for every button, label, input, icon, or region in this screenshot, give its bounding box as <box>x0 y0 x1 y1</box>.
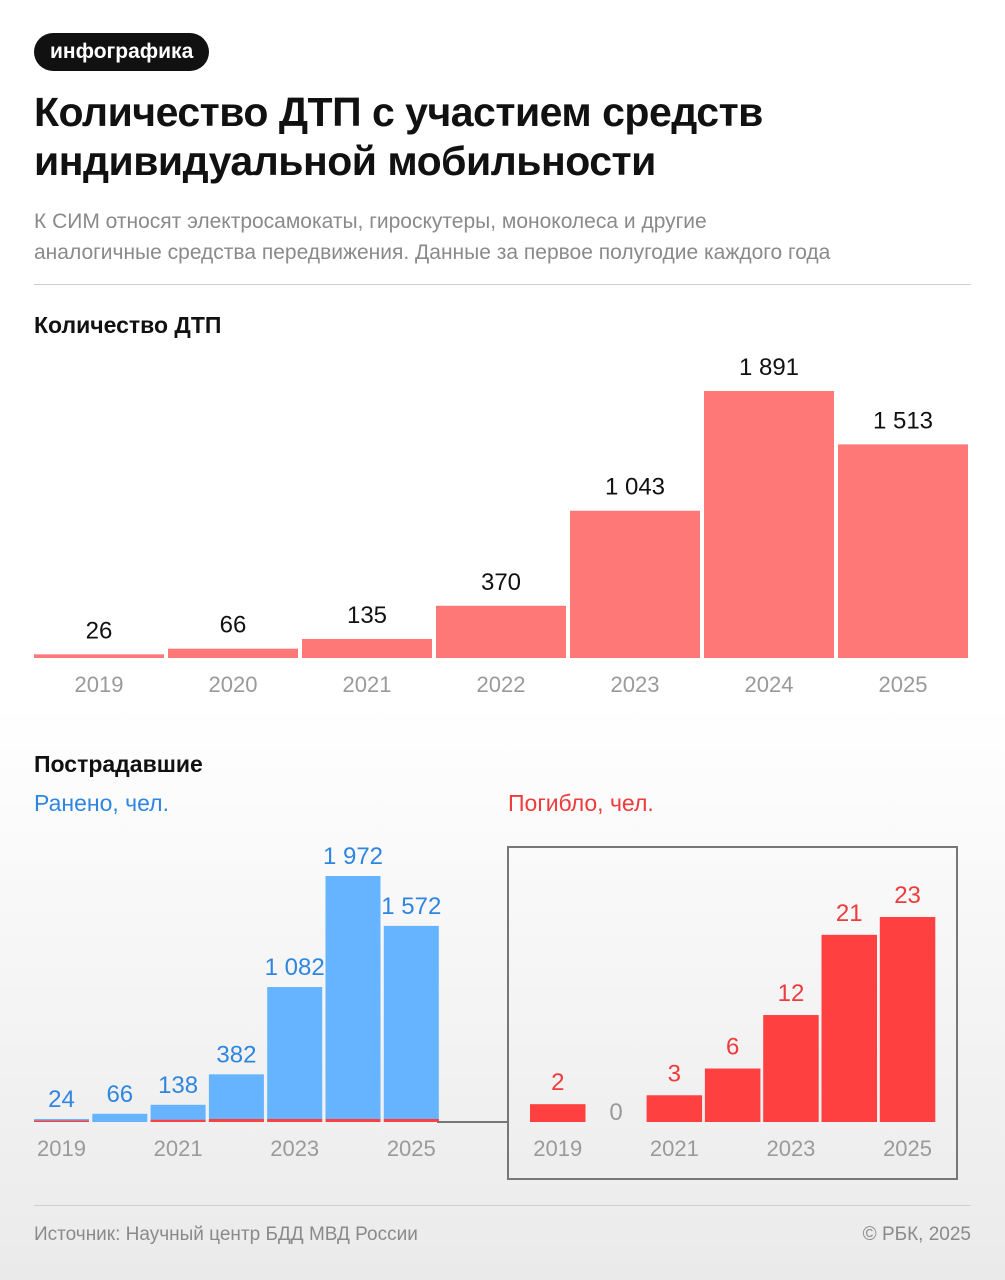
killed-tick-label-2021: 2021 <box>650 1136 699 1161</box>
accidents-value-label-2021: 135 <box>347 602 387 629</box>
injured-tick-label-2019: 2019 <box>37 1136 86 1161</box>
accidents-tick-label-2024: 2024 <box>745 672 794 697</box>
accidents-value-label-2022: 370 <box>481 569 521 596</box>
injured-value-label-2022: 382 <box>216 1041 256 1068</box>
injured-tick-label-2023: 2023 <box>270 1136 319 1161</box>
injured-tick-label-2025: 2025 <box>387 1136 436 1161</box>
accidents-value-label-2025: 1 513 <box>873 407 933 434</box>
killed-value-label-2025: 23 <box>894 882 921 909</box>
injured-bar-2024 <box>325 876 381 1122</box>
killed-value-label-2019: 2 <box>551 1069 564 1096</box>
copyright: © РБК, 2025 <box>862 1224 971 1245</box>
accidents-tick-label-2021: 2021 <box>343 672 392 697</box>
injured-bar-killed-share-2025 <box>383 1119 439 1122</box>
accidents-bar-2023 <box>570 510 700 658</box>
accidents-value-label-2024: 1 891 <box>739 354 799 381</box>
accidents-bar-2025 <box>838 444 968 658</box>
killed-value-label-2024: 21 <box>836 900 863 927</box>
killed-bar-2019 <box>530 1104 586 1122</box>
accidents-tick-label-2025: 2025 <box>879 672 928 697</box>
injured-tick-label-2021: 2021 <box>154 1136 203 1161</box>
killed-value-label-2020: 0 <box>609 1099 622 1126</box>
accidents-tick-label-2020: 2020 <box>209 672 258 697</box>
injured-legend: Ранено, чел. <box>34 790 169 816</box>
injured-bar-2021 <box>150 1104 206 1122</box>
injured-value-label-2025: 1 572 <box>381 893 441 920</box>
injured-bar-killed-share-2019 <box>34 1120 89 1122</box>
injured-value-label-2023: 1 082 <box>265 954 325 981</box>
page-subtitle: К СИМ относят электросамокаты, гироскуте… <box>34 206 984 268</box>
killed-value-label-2022: 6 <box>726 1034 739 1061</box>
title-line-1: Количество ДТП с участием средств <box>34 89 763 135</box>
killed-value-label-2023: 12 <box>778 980 805 1007</box>
subtitle-line-1: К СИМ относят электросамокаты, гироскуте… <box>34 210 707 233</box>
killed-bar-2025 <box>879 917 936 1122</box>
injured-value-label-2024: 1 972 <box>323 843 383 870</box>
injured-bar-killed-share-2023 <box>267 1119 323 1122</box>
killed-bar-2021 <box>646 1095 703 1122</box>
accidents-tick-label-2019: 2019 <box>75 672 124 697</box>
infographic-badge: инфографика <box>34 33 210 71</box>
accidents-bar-2021 <box>302 638 432 658</box>
top-divider <box>34 284 971 285</box>
source-note: Источник: Научный центр БДД МВД России <box>34 1224 418 1245</box>
injured-bar-2023 <box>267 987 323 1122</box>
killed-bar-2022 <box>704 1068 761 1122</box>
killed-bar-2024 <box>821 934 877 1122</box>
injured-bar-2022 <box>208 1074 264 1122</box>
title-line-2: индивидуальной мобильности <box>34 138 656 184</box>
injured-value-label-2021: 138 <box>158 1072 198 1099</box>
injured-value-label-2019: 24 <box>48 1086 75 1113</box>
accidents-value-label-2020: 66 <box>220 612 247 639</box>
accidents-value-label-2023: 1 043 <box>605 474 665 501</box>
injured-bar-killed-share-2024 <box>325 1119 381 1122</box>
killed-value-label-2021: 3 <box>668 1060 681 1087</box>
accidents-value-label-2019: 26 <box>86 617 113 644</box>
bottom-divider <box>34 1205 971 1206</box>
killed-tick-label-2025: 2025 <box>883 1136 932 1161</box>
injured-value-label-2020: 66 <box>106 1081 133 1108</box>
injured-bar-2020 <box>92 1113 148 1122</box>
injured-bar-killed-share-2022 <box>208 1119 264 1122</box>
victims-section-title: Пострадавшие <box>34 751 203 777</box>
killed-bar-2023 <box>763 1015 819 1122</box>
accidents-bar-2020 <box>168 648 298 658</box>
killed-legend: Погибло, чел. <box>508 790 654 816</box>
page-title: Количество ДТП с участием средств индиви… <box>34 88 974 186</box>
subtitle-line-2: аналогичные средства передвижения. Данны… <box>34 241 831 264</box>
accidents-tick-label-2023: 2023 <box>611 672 660 697</box>
accidents-bar-chart: 26 2019 66 2020 135 2021 370 2022 1 043 2023 1 891… <box>34 354 968 697</box>
injured-bar-killed-share-2021 <box>150 1119 206 1122</box>
killed-tick-label-2019: 2019 <box>533 1136 582 1161</box>
accidents-section-title: Количество ДТП <box>34 312 222 338</box>
accidents-bar-2019 <box>34 654 164 658</box>
accidents-bar-2022 <box>436 605 566 658</box>
killed-zoom-box <box>507 846 958 1180</box>
accidents-bar-2024 <box>704 391 834 658</box>
injured-bar-2025 <box>383 925 439 1122</box>
accidents-tick-label-2022: 2022 <box>477 672 526 697</box>
killed-tick-label-2023: 2023 <box>766 1136 815 1161</box>
